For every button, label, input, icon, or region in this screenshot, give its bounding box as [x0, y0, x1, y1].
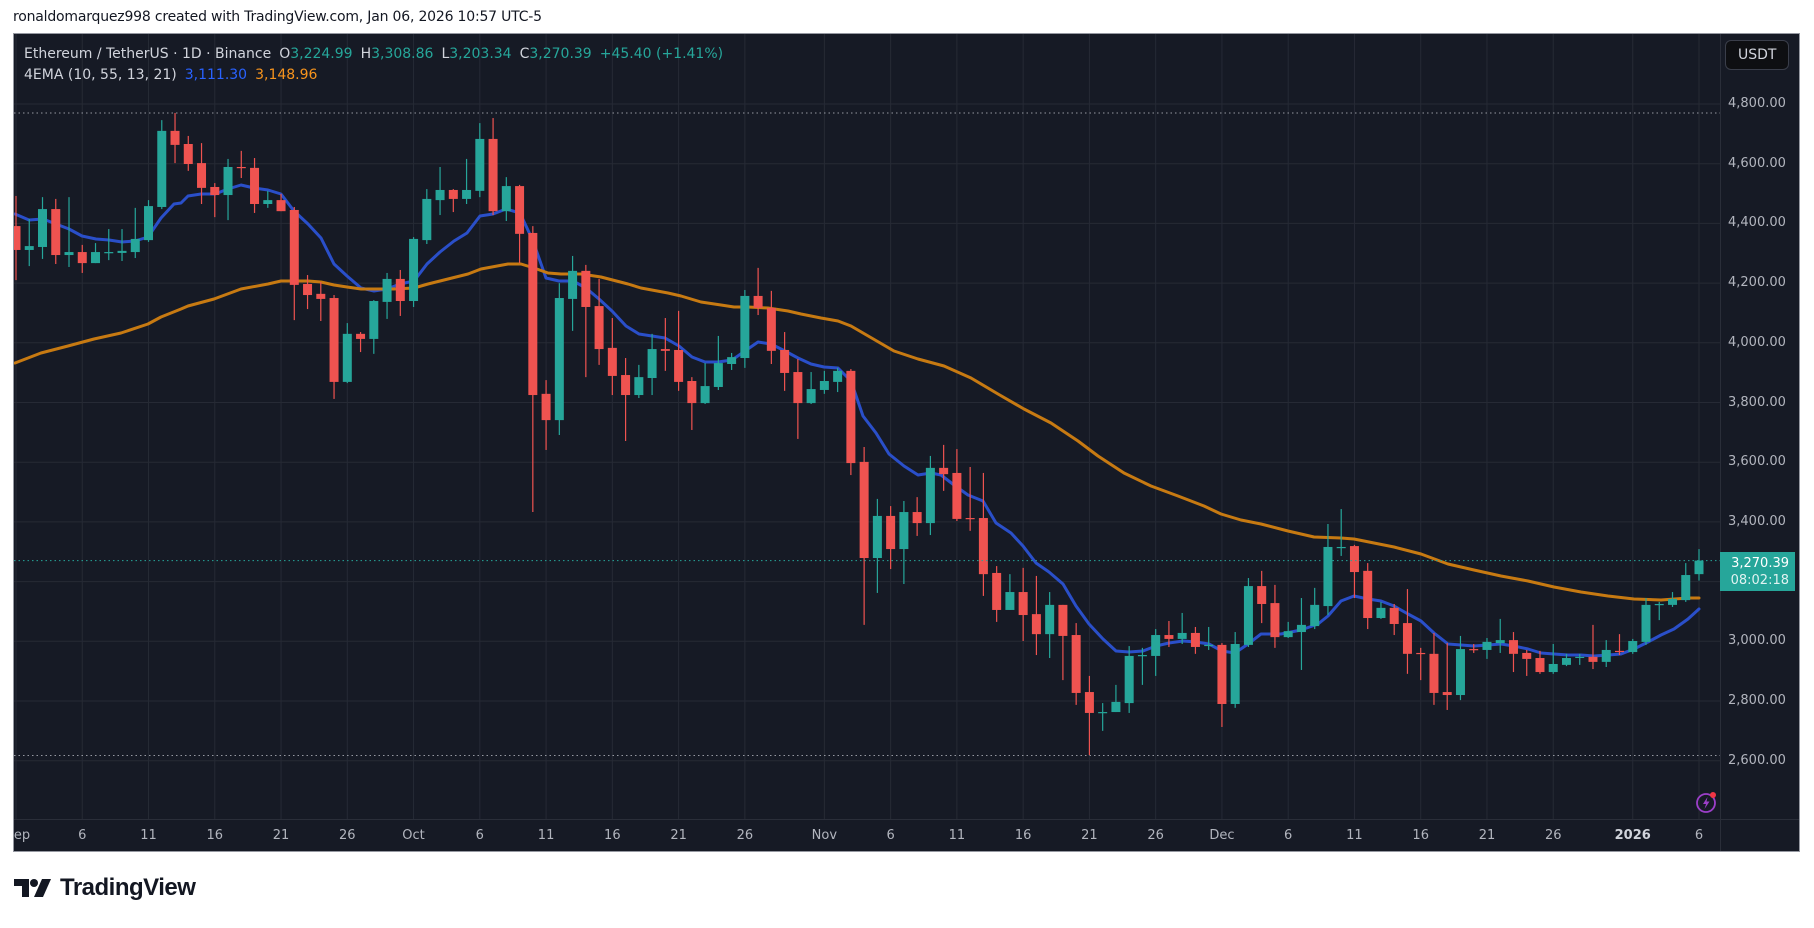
price-label: 3,400.00 — [1728, 513, 1786, 529]
date-label: 6 — [475, 828, 484, 843]
date-label: 16 — [206, 828, 224, 843]
date-label: Dec — [1209, 828, 1235, 843]
candles — [14, 112, 1704, 756]
bar-countdown: 08:02:18 — [1730, 573, 1789, 588]
tradingview-logo[interactable]: TradingView — [14, 874, 196, 902]
ema-slow-line — [14, 262, 1701, 602]
date-label: 26 — [736, 828, 754, 843]
symbol-title[interactable]: Ethereum / TetherUS · 1D · Binance — [24, 46, 272, 62]
date-label: 26 — [339, 828, 356, 843]
price-label: 4,600.00 — [1728, 155, 1786, 171]
high-label: H — [360, 46, 372, 62]
date-label: 6 — [886, 828, 895, 843]
price-label: 3,000.00 — [1728, 633, 1786, 649]
price-label: 4,000.00 — [1728, 334, 1786, 350]
date-label: ep — [13, 828, 31, 843]
chart-frame[interactable]: Ethereum / TetherUS · 1D · Binance O 3,22… — [13, 33, 1800, 852]
close-label: C — [519, 46, 530, 62]
date-label: 11 — [1346, 828, 1363, 843]
date-label: 16 — [604, 828, 621, 843]
date-label: 26 — [1147, 828, 1164, 843]
low-value: 3,203.34 — [449, 46, 512, 62]
price-label: 4,400.00 — [1728, 215, 1786, 231]
price-label: 2,800.00 — [1728, 693, 1786, 708]
current-price: 3,270.39 — [1731, 556, 1789, 571]
date-label: 2026 — [1614, 828, 1651, 843]
chart-legend: Ethereum / TetherUS · 1D · Binance O 3,22… — [24, 44, 723, 86]
currency-unit-button[interactable]: USDT — [1725, 40, 1789, 70]
ema-fast-value: 3,111.30 — [184, 67, 248, 83]
date-label: 6 — [1284, 828, 1293, 843]
indicator-title[interactable]: 4EMA (10, 55, 13, 21) — [24, 67, 177, 83]
date-label: Nov — [811, 828, 838, 843]
date-label: 6 — [1694, 828, 1704, 843]
date-label: Oct — [402, 828, 425, 843]
candlestick-chart[interactable] — [14, 34, 1800, 852]
change-value: +45.40 (+1.41%) — [599, 46, 724, 62]
indicator-legend-row: 4EMA (10, 55, 13, 21) 3,111.30 3,148.96 — [24, 65, 723, 86]
open-value: 3,224.99 — [290, 46, 353, 62]
date-label: 21 — [272, 828, 290, 843]
date-label: 21 — [670, 828, 687, 843]
date-label: 21 — [1478, 828, 1496, 843]
grid — [14, 34, 1720, 819]
date-label: 6 — [78, 828, 87, 843]
date-label: 11 — [537, 828, 555, 843]
high-value: 3,308.86 — [371, 46, 434, 62]
price-label: 2,600.00 — [1728, 752, 1786, 768]
ohlc-legend-row: Ethereum / TetherUS · 1D · Binance O 3,22… — [24, 44, 723, 65]
lightning-alert-icon[interactable] — [1695, 790, 1719, 814]
low-label: L — [441, 46, 450, 62]
ema-slow-value: 3,148.96 — [255, 67, 318, 83]
tradingview-wordmark: TradingView — [60, 874, 196, 901]
price-label: 4,800.00 — [1728, 96, 1786, 111]
date-label: 11 — [140, 828, 157, 843]
date-label: 16 — [1412, 828, 1429, 843]
price-label: 4,200.00 — [1728, 275, 1786, 291]
open-label: O — [279, 46, 291, 62]
ema-fast-line — [14, 183, 1701, 658]
date-label: 16 — [1014, 828, 1032, 843]
date-label: 11 — [948, 828, 966, 843]
price-label: 3,600.00 — [1728, 454, 1786, 470]
price-label: 3,800.00 — [1728, 394, 1786, 410]
date-label: 21 — [1081, 828, 1098, 843]
current-price-tag: 3,270.39 08:02:18 — [1720, 552, 1795, 591]
close-value: 3,270.39 — [529, 46, 592, 62]
date-label: 26 — [1544, 828, 1562, 843]
tradingview-logo-icon — [14, 879, 51, 897]
chart-credit: ronaldomarquez998 created with TradingVi… — [13, 9, 542, 25]
